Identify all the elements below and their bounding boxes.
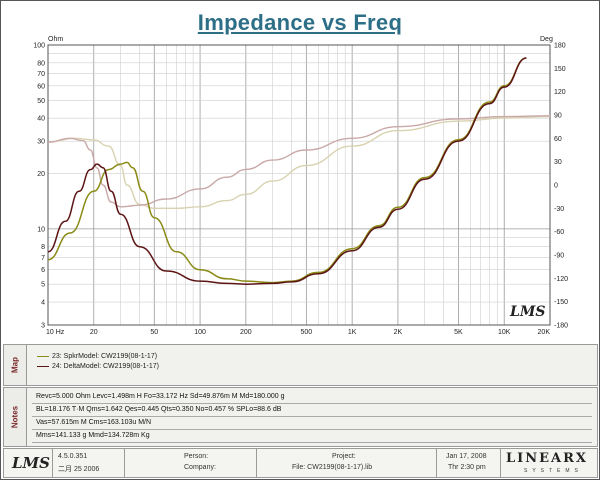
footer-linearx-logo: LINEARX <box>506 451 588 466</box>
x-tick-label: 20 <box>90 329 98 336</box>
left-tick-label: 20 <box>37 171 45 178</box>
map-item-2[interactable]: 24: DeltaModel: CW2199(08-1-17) <box>37 363 159 370</box>
chart-title: Impedance vs Freq <box>197 10 403 35</box>
notes-rule-3 <box>32 429 592 430</box>
right-tick-label: -90 <box>554 253 564 260</box>
notes-rule-2 <box>32 416 592 417</box>
x-tick-label: 200 <box>240 329 252 336</box>
right-tick-label: -120 <box>554 276 568 283</box>
grid <box>47 44 551 326</box>
footer-person-cell: Person: Company: <box>124 449 257 477</box>
footer-version-date: 二月 25 2006 <box>58 466 100 473</box>
right-tick-label: -60 <box>554 229 564 236</box>
map-item-1-swatch <box>37 355 49 357</box>
lms-watermark: LMS <box>509 304 545 320</box>
footer-version: 4.5.0.351 <box>58 453 88 460</box>
footer-date: Jan 17, 2008 <box>446 453 487 460</box>
tick-labels: 100 80 70 60 50 40 30 20 10 8 7 6 5 4 3 180 150 120 90 60 30… <box>33 43 568 337</box>
plot-border <box>47 44 551 326</box>
right-tick-label: -180 <box>554 323 568 330</box>
footer-brand-cell: LINEARX SYSTEMS <box>500 449 597 477</box>
left-axis-unit: Ohm <box>48 36 63 43</box>
left-tick-label: 30 <box>37 139 45 146</box>
footer-project-label: Project: <box>332 453 356 460</box>
x-tick-label: 10 Hz <box>46 329 65 336</box>
left-tick-label: 60 <box>37 83 45 90</box>
map-item-1[interactable]: 23: SpkrModel: CW2199(08-1-17) <box>37 353 157 360</box>
x-tick-label: 1K <box>348 329 357 336</box>
x-tick-label: 10K <box>498 329 511 336</box>
right-tick-label: 30 <box>554 159 562 166</box>
footer-file: File: CW2199(08-1-17).lib <box>292 464 373 471</box>
footer-version-cell: 4.5.0.351 二月 25 2006 <box>52 449 125 477</box>
left-tick-label: 8 <box>41 244 45 251</box>
notes-line-2: BL=18.176 T·M Qms=1.642 Qes=0.445 Qts=0.… <box>36 406 282 413</box>
right-axis-unit: Deg <box>540 36 553 43</box>
left-tick-label: 80 <box>37 60 45 67</box>
footer-time: Thr 2:30 pm <box>448 464 486 471</box>
right-tick-label: 150 <box>554 66 566 73</box>
x-tick-label: 5K <box>454 329 463 336</box>
map-item-2-swatch <box>37 365 49 367</box>
map-label: Map <box>4 345 27 385</box>
x-tick-label: 20K <box>538 329 551 336</box>
notes-line-3: Vas=57.615m M Cms=163.103u M/N <box>36 419 152 426</box>
footer-project-cell: Project: File: CW2199(08-1-17).lib <box>256 449 437 477</box>
series-line-impedance-2 <box>47 57 527 285</box>
x-tick-label: 500 <box>301 329 313 336</box>
footer-logo-cell: LMS <box>4 449 53 477</box>
footer-company-label: Company: <box>184 464 216 471</box>
left-tick-label: 3 <box>41 323 45 330</box>
left-tick-label: 100 <box>33 43 45 50</box>
impedance-chart: 100 80 70 60 50 40 30 20 10 8 7 6 5 4 3 180 150 120 90 60 30… <box>33 36 568 337</box>
footer-person-label: Person: <box>184 453 209 460</box>
notes-line-4: Mms=141.133 g Mmd=134.728m Kg <box>36 432 150 439</box>
series-line-impedance-1 <box>47 57 527 284</box>
x-tick-label: 2K <box>394 329 403 336</box>
left-tick-label: 70 <box>37 71 45 78</box>
x-tick-label: 50 <box>150 329 158 336</box>
right-tick-label: 0 <box>554 183 558 190</box>
left-tick-label: 40 <box>37 116 45 123</box>
right-tick-label: 120 <box>554 89 566 96</box>
notes-rule-4 <box>32 442 592 443</box>
right-tick-label: 60 <box>554 136 562 143</box>
map-item-2-label: 24: DeltaModel: CW2199(08-1-17) <box>52 363 159 370</box>
notes-label: Notes <box>4 388 27 446</box>
footer-linearx-sub: SYSTEMS <box>524 468 583 474</box>
left-tick-label: 5 <box>41 282 45 289</box>
right-tick-label: 90 <box>554 113 562 120</box>
right-tick-label: 180 <box>554 43 566 50</box>
left-tick-label: 10 <box>37 226 45 233</box>
notes-rule-1 <box>32 403 592 404</box>
map-item-1-label: 23: SpkrModel: CW2199(08-1-17) <box>52 353 158 360</box>
footer-lms-logo: LMS <box>12 454 50 472</box>
left-tick-label: 7 <box>41 255 45 262</box>
map-panel: Map 23: SpkrModel: CW2199(08-1-17) 24: D… <box>3 344 598 386</box>
plot-area <box>48 45 550 325</box>
left-tick-label: 6 <box>41 267 45 274</box>
right-tick-label: -150 <box>554 299 568 306</box>
notes-panel: Notes Revc=5.000 Ohm Levc=1.498m H Fo=33… <box>3 387 598 447</box>
right-tick-label: -30 <box>554 206 564 213</box>
footer: LMS 4.5.0.351 二月 25 2006 Person: Company… <box>3 448 598 478</box>
footer-date-cell: Jan 17, 2008 Thr 2:30 pm <box>436 449 501 477</box>
left-tick-label: 4 <box>41 300 45 307</box>
notes-line-1: Revc=5.000 Ohm Levc=1.498m H Fo=33.172 H… <box>36 393 285 400</box>
left-tick-label: 50 <box>37 98 45 105</box>
series-line-phase-4 <box>47 115 551 208</box>
series-lines <box>47 57 551 285</box>
series-line-phase-3 <box>47 115 551 210</box>
x-tick-label: 100 <box>194 329 206 336</box>
